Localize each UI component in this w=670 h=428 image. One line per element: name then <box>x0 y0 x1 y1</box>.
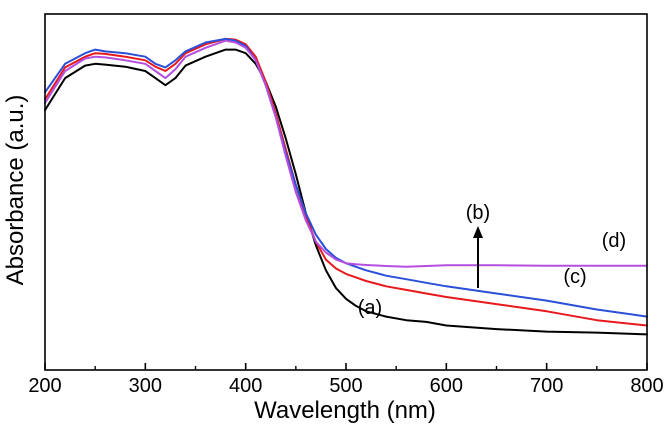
series-line-c <box>44 37 648 327</box>
x-tick-label: 800 <box>630 375 663 397</box>
plot-frame <box>44 13 648 371</box>
x-tick-label: 200 <box>28 375 61 397</box>
axes-frame <box>44 13 648 371</box>
series-line-d <box>44 39 648 268</box>
x-tick-label: 400 <box>229 375 262 397</box>
series-line-a <box>44 48 648 336</box>
x-axis-title: Wavelength (nm) <box>254 397 436 424</box>
x-tick-label: 700 <box>530 375 563 397</box>
x-tick-label: 300 <box>129 375 162 397</box>
label-a: (a) <box>358 297 382 319</box>
label-b: (b) <box>466 202 490 224</box>
annotations: (a) (b) (c) (d) <box>358 202 626 319</box>
label-c: (c) <box>563 266 586 288</box>
series-group <box>44 37 648 336</box>
x-tick-label: 600 <box>430 375 463 397</box>
y-axis-title: Absorbance (a.u.) <box>2 95 29 286</box>
label-d: (d) <box>602 230 626 252</box>
x-axis-ticks: 200 300 400 500 600 700 800 <box>28 363 664 397</box>
arrow-head <box>473 226 483 238</box>
x-tick-label: 500 <box>329 375 362 397</box>
